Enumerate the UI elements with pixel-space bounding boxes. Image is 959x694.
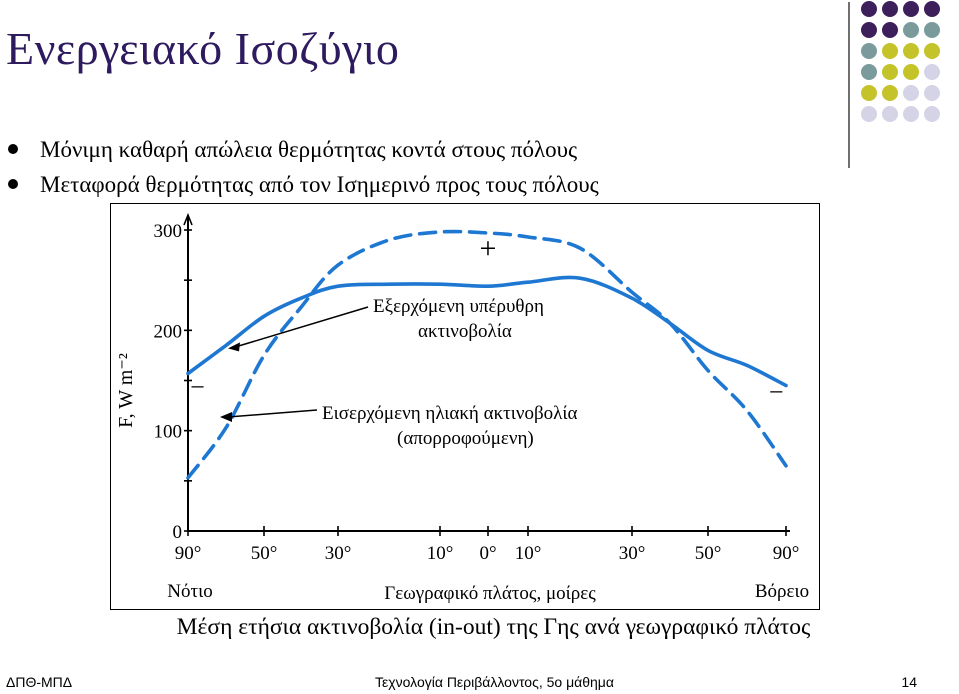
decorative-dot — [903, 22, 919, 38]
y-tick-label: 200 — [154, 321, 183, 342]
deficit-sign: − — [190, 373, 205, 402]
bullet-dot-icon — [8, 144, 18, 154]
x-axis-title: Γεωγραφικό πλάτος, μοίρες — [384, 583, 596, 604]
annotation-arrow — [227, 409, 318, 418]
annotation-line: Εξερχόμενη υπέρυθρη — [373, 296, 544, 317]
footer-center: Τεχνολογία Περιβάλλοντος, 5ο μάθημα — [375, 674, 614, 690]
annotation-incoming-label: Εισερχόμενη ηλιακή ακτινοβολία (απορροφού… — [322, 403, 577, 449]
annotation-arrowhead — [220, 412, 232, 422]
decorative-dot — [882, 22, 898, 38]
bullet-list: Μόνιμη καθαρή απώλεια θερμότητας κοντά σ… — [8, 132, 599, 202]
absorbed-solar-line — [186, 229, 788, 480]
decorative-dot — [903, 106, 919, 122]
bullet-text: Μεταφορά θερμότητας από τον Ισημερινό πρ… — [40, 172, 599, 197]
bullet-item: Μεταφορά θερμότητας από τον Ισημερινό πρ… — [8, 167, 599, 202]
decorative-dot — [861, 64, 877, 80]
annotation-outgoing-label: Εξερχόμενη υπέρυθρη ακτινοβολία — [373, 296, 544, 342]
decorative-dot — [861, 106, 877, 122]
decorative-dot — [882, 1, 898, 17]
decorative-dot — [882, 64, 898, 80]
chart-labels: F, W m⁻² Γεωγραφικό πλάτος, μοίρες Νότιο Βό… — [115, 232, 809, 604]
chart-image: 0 100 200 300 90° 50° 30° 10° 0° 10° 30° 50° 90° F, … — [110, 203, 820, 610]
x-tick-label: 30° — [325, 543, 352, 564]
slide-title: Ενεργειακό Ισοζύγιο — [6, 23, 400, 74]
decorative-dot — [903, 1, 919, 17]
figure-caption: Μέση ετήσια ακτινοβολία (in-out) της Γης… — [176, 614, 811, 640]
y-tick-label: 0 — [173, 522, 183, 543]
decorative-dot — [924, 1, 940, 17]
decorative-dot — [882, 106, 898, 122]
decorative-dot — [924, 106, 940, 122]
x-tick-label: 10° — [515, 543, 542, 564]
chart-axes: 0 100 200 300 90° 50° 30° 10° 0° 10° 30° 50° 90° — [154, 212, 800, 564]
decorative-dot — [924, 85, 940, 101]
x-tick-label: 50° — [695, 543, 722, 564]
y-axis-title: F, W m⁻² — [115, 353, 137, 428]
outgoing-infrared-line — [186, 275, 788, 388]
decorative-dot — [903, 85, 919, 101]
x-tick-label: 0° — [479, 543, 496, 564]
y-tick-label: 100 — [154, 422, 183, 443]
decorative-dot — [861, 1, 877, 17]
x-tick-label: 50° — [251, 543, 278, 564]
decorative-dot — [861, 85, 877, 101]
page-number: 14 — [901, 674, 917, 690]
y-tick-label: 300 — [154, 221, 183, 242]
x-tick-label: 90° — [773, 543, 800, 564]
surplus-sign: + — [480, 232, 497, 265]
decorative-dot — [861, 43, 877, 59]
x-tick-label: 30° — [619, 543, 646, 564]
annotation-arrowhead — [228, 342, 240, 352]
x-tick-label: 10° — [427, 543, 454, 564]
y-axis-arrow — [183, 212, 193, 226]
bullet-item: Μόνιμη καθαρή απώλεια θερμότητας κοντά σ… — [8, 132, 599, 167]
annotation-arrow — [233, 306, 369, 349]
decorative-dot-grid — [848, 1, 940, 168]
bullet-dot-icon — [8, 179, 18, 189]
radiation-balance-chart: 0 100 200 300 90° 50° 30° 10° 0° 10° 30° 50° 90° F, … — [110, 203, 820, 610]
annotation-line: ακτινοβολία — [418, 321, 512, 342]
chart-series — [186, 229, 788, 480]
bullet-text: Μόνιμη καθαρή απώλεια θερμότητας κοντά σ… — [40, 137, 578, 162]
deficit-sign: − — [769, 378, 784, 407]
x-axis-right-label: Βόρειο — [755, 581, 809, 602]
decorative-dot — [924, 22, 940, 38]
chart-border — [110, 203, 820, 610]
annotation-line: Εισερχόμενη ηλιακή ακτινοβολία — [322, 403, 577, 424]
footer-left: ΔΠΘ-ΜΠΔ — [6, 674, 73, 690]
decorative-dot — [882, 85, 898, 101]
decorative-dot — [903, 43, 919, 59]
x-tick-label: 90° — [175, 543, 202, 564]
decorative-dot — [903, 64, 919, 80]
decorative-dot — [861, 22, 877, 38]
annotation-line: (απορροφούμενη) — [397, 428, 534, 449]
decorative-dot — [924, 43, 940, 59]
decorative-dot — [882, 43, 898, 59]
x-axis-left-label: Νότιο — [167, 581, 212, 602]
decorative-dot — [924, 64, 940, 80]
